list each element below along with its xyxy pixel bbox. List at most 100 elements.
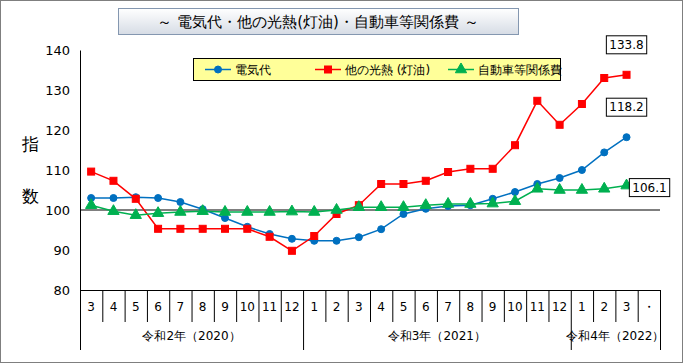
series-marker xyxy=(422,177,429,184)
series-marker xyxy=(378,226,385,233)
series-marker xyxy=(197,205,208,215)
y-tick-label: 140 xyxy=(45,43,70,58)
y-tick-label: 120 xyxy=(45,123,70,138)
category-divider xyxy=(482,290,483,322)
series-marker xyxy=(487,197,498,207)
chart: ～ 電気代・他の光熱(灯油)・自動車等関係費 ～8090100110120130… xyxy=(0,0,683,363)
series-marker xyxy=(177,199,184,206)
x-tick-label: 8 xyxy=(199,300,207,314)
plot-area xyxy=(86,71,633,254)
series-marker xyxy=(244,225,251,232)
category-divider xyxy=(526,290,527,322)
series-marker xyxy=(465,197,476,207)
x-tick-label: 2 xyxy=(600,300,608,314)
y-tick: 90 xyxy=(53,243,80,258)
y-tick-label: 110 xyxy=(45,163,70,178)
category-divider xyxy=(415,290,416,322)
series-marker xyxy=(376,201,387,211)
series-marker xyxy=(222,225,229,232)
y-axis-label: 指数 xyxy=(21,134,39,206)
y-tick: 120 xyxy=(45,123,80,138)
group-label: 令和3年（2021） xyxy=(388,329,486,343)
series-marker xyxy=(199,225,206,232)
x-tick-label: 7 xyxy=(177,300,185,314)
x-tick-label: 7 xyxy=(444,300,452,314)
x-axis: 3456789101112123456789101112123・令和2年（202… xyxy=(80,290,664,350)
x-tick-label: 2 xyxy=(333,300,341,314)
series-marker xyxy=(400,181,407,188)
chart-border xyxy=(1,1,683,363)
category-divider xyxy=(192,290,193,322)
series-marker xyxy=(130,209,141,219)
y-tick: 130 xyxy=(45,83,80,98)
category-divider xyxy=(147,290,148,322)
series-marker xyxy=(400,211,407,218)
series-marker xyxy=(155,195,162,202)
category-divider xyxy=(325,290,326,322)
series-marker xyxy=(623,71,630,78)
x-tick-label: 3 xyxy=(87,300,95,314)
series-marker xyxy=(512,142,519,149)
category-divider xyxy=(437,290,438,322)
series-line xyxy=(91,137,626,241)
series-marker xyxy=(175,205,186,215)
y-tick: 80 xyxy=(53,283,80,298)
series-line xyxy=(91,186,626,216)
series-marker xyxy=(599,182,610,192)
x-tick-label: 6 xyxy=(422,300,430,314)
series-marker xyxy=(309,205,320,215)
legend: 電気代他の光熱 (灯油)自動車等関係費 xyxy=(194,59,563,81)
series-line xyxy=(91,75,626,251)
series-marker xyxy=(556,175,563,182)
category-divider xyxy=(370,290,371,322)
y-tick: 100 xyxy=(45,203,80,218)
x-tick-label: ・ xyxy=(643,300,655,314)
series-marker xyxy=(556,121,563,128)
category-divider xyxy=(125,290,126,322)
series-marker xyxy=(288,235,295,242)
x-tick-label: 3 xyxy=(355,300,363,314)
series-marker xyxy=(333,237,340,244)
x-tick-label: 10 xyxy=(240,300,255,314)
category-divider xyxy=(638,290,639,322)
category-divider xyxy=(236,290,237,322)
series-marker xyxy=(445,169,452,176)
title: ～ 電気代・他の光熱(灯油)・自動車等関係費 ～ xyxy=(157,13,478,31)
legend-marker xyxy=(325,66,332,73)
category-divider xyxy=(102,290,103,322)
series-marker xyxy=(532,182,543,192)
x-tick-label: 3 xyxy=(623,300,631,314)
group-divider xyxy=(80,290,81,350)
series-marker xyxy=(355,234,362,241)
group-label: 令和4年（2022） xyxy=(566,329,664,343)
category-divider xyxy=(214,290,215,322)
x-tick-label: 9 xyxy=(221,300,229,314)
legend-label: 電気代 xyxy=(235,63,271,77)
category-divider xyxy=(258,290,259,322)
category-divider xyxy=(169,290,170,322)
series-marker xyxy=(420,199,431,209)
reference-line xyxy=(80,209,660,210)
category-divider xyxy=(281,290,282,322)
series-marker xyxy=(378,181,385,188)
y-tick-label: 130 xyxy=(45,83,70,98)
x-tick-label: 4 xyxy=(110,300,118,314)
value-label-box xyxy=(606,98,646,116)
category-divider xyxy=(548,290,549,322)
series-marker xyxy=(576,183,587,193)
series-marker xyxy=(623,134,630,141)
series-marker xyxy=(152,207,163,217)
x-tick-label: 11 xyxy=(530,300,545,314)
x-tick-label: 6 xyxy=(154,300,162,314)
legend-label: 自動車等関係費 xyxy=(478,63,562,77)
series-marker xyxy=(288,247,295,254)
value-label: 133.8 xyxy=(609,38,643,52)
x-tick-label: 5 xyxy=(400,300,408,314)
x-tick-label: 12 xyxy=(552,300,567,314)
series-marker xyxy=(601,75,608,82)
series-marker xyxy=(264,205,275,215)
category-divider xyxy=(392,290,393,322)
series-marker xyxy=(442,197,453,207)
x-tick-label: 1 xyxy=(578,300,586,314)
y-axis: 80 90 100 110 120 130 140 xyxy=(45,43,80,298)
